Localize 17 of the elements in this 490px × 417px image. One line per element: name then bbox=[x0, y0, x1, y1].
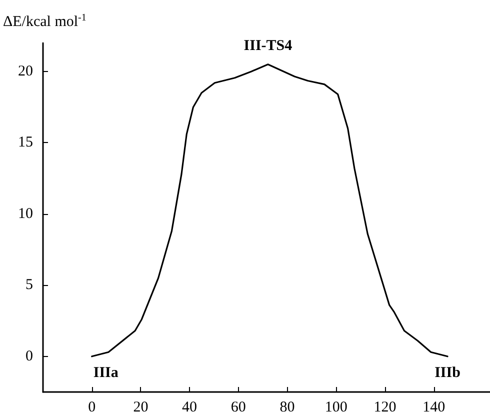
line-series bbox=[91, 64, 448, 358]
y-tick-label: 20 bbox=[18, 63, 33, 80]
x-tick-label: 80 bbox=[280, 400, 295, 416]
x-tick-label: 20 bbox=[133, 400, 148, 416]
x-tick-label: 40 bbox=[182, 400, 198, 416]
y-tick-label: 0 bbox=[26, 348, 33, 364]
annotation: IIIb bbox=[434, 364, 460, 381]
annotation: III-TS4 bbox=[244, 38, 293, 54]
y-tick-label: 15 bbox=[18, 134, 33, 151]
x-tick-label: 140 bbox=[422, 400, 446, 416]
x-tick-label: 0 bbox=[88, 400, 96, 416]
x-tick-label: 60 bbox=[230, 400, 246, 416]
x-tick-label: 120 bbox=[374, 400, 396, 416]
x-tick-label: 100 bbox=[324, 400, 348, 416]
annotation: IIIa bbox=[93, 364, 119, 381]
y-tick-label: 5 bbox=[26, 277, 33, 294]
y-tick-label: 10 bbox=[18, 206, 33, 222]
